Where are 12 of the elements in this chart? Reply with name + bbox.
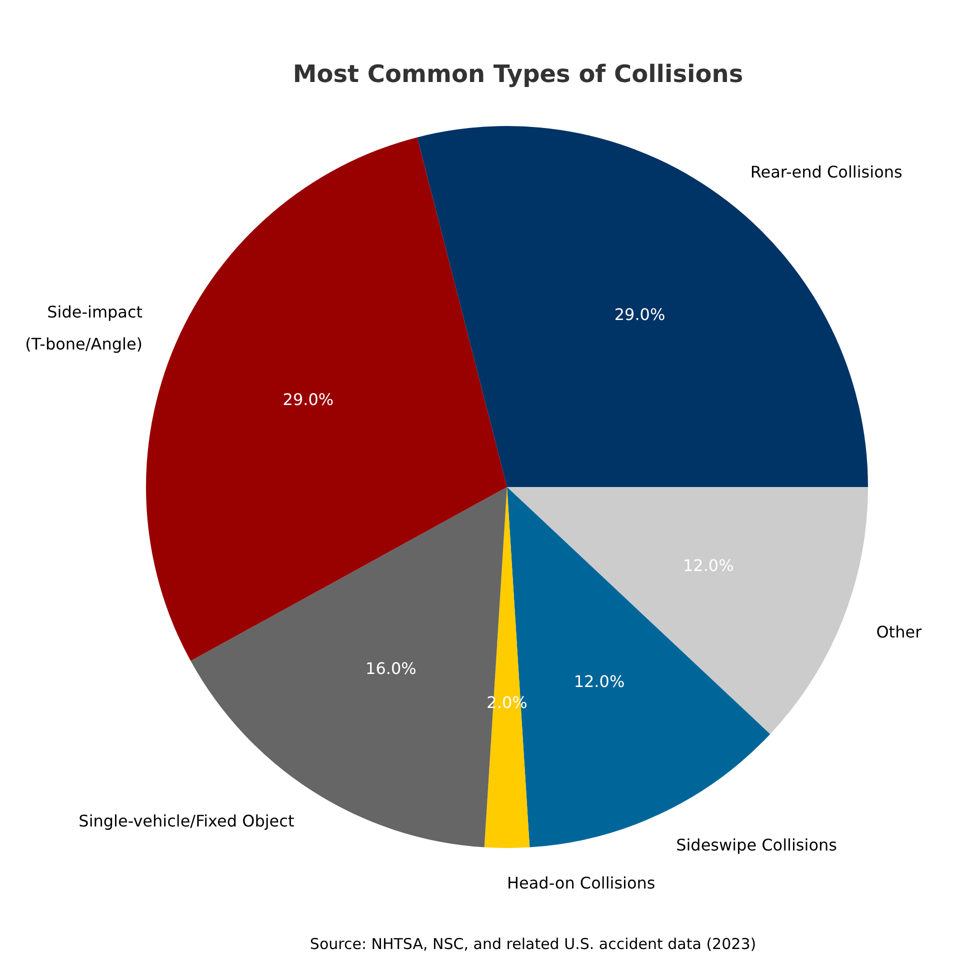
slice-label: Other [876,622,922,642]
slice-label: Sideswipe Collisions [676,835,837,854]
slice-label: Side-impact (T-bone/Angle) [25,302,143,354]
slice-label: Single-vehicle/Fixed Object [78,811,294,830]
source-note: Source: NHTSA, NSC, and related U.S. accident data (2023) [310,934,756,953]
slice-label: Head-on Collisions [507,873,656,892]
slice-label: Rear-end Collisions [750,162,902,182]
chart-title: Most Common Types of Collisions [292,60,744,88]
data-label: 16.0% [366,659,416,678]
data-label: 29.0% [282,390,334,410]
data-label: 29.0% [614,305,666,324]
data-label: 12.0% [574,672,625,692]
